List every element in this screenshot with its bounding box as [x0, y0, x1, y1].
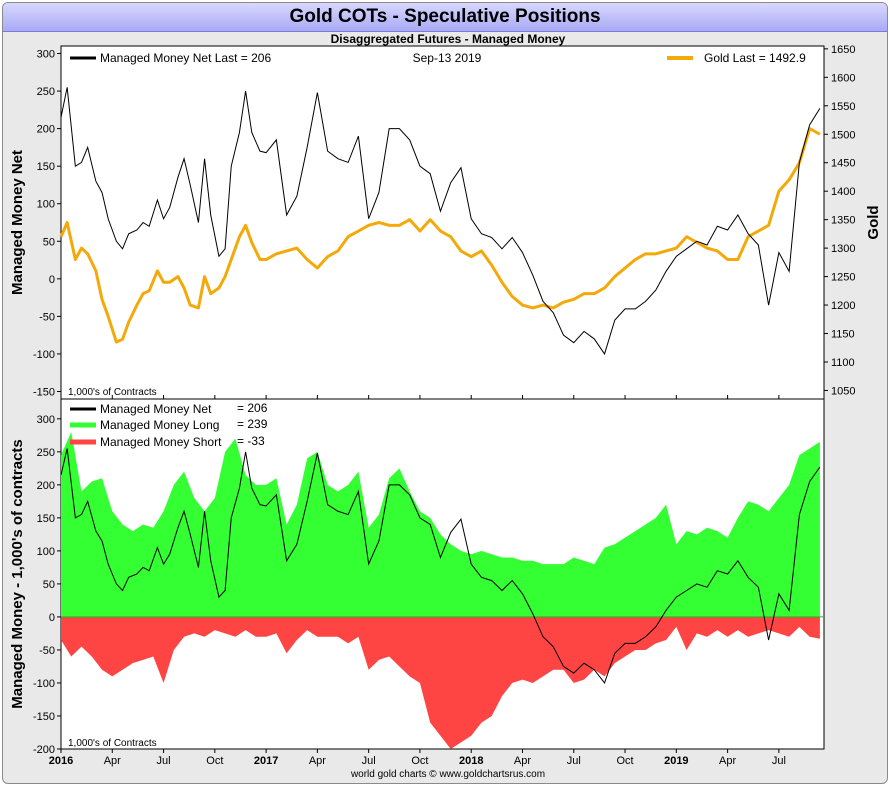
bottom-legend-value-net: = 206 [237, 401, 268, 415]
bottom-y-axis-label: Managed Money - 1,000's of contracts [9, 439, 26, 708]
bottom-y-tick-label: 100 [37, 546, 55, 558]
top-y-tick-label: 300 [37, 49, 55, 61]
top-y-tick-label: 100 [37, 199, 55, 211]
top-net-line [60, 87, 821, 356]
top-y2-tick-label: 1550 [831, 101, 855, 113]
short-area [61, 616, 820, 749]
long-area [61, 432, 820, 617]
bottom-y-tick-label: 250 [37, 447, 55, 459]
bottom-units-note: 1,000's of Contracts [68, 738, 157, 749]
x-tick-label: 2017 [254, 755, 278, 767]
bottom-y-tick-label: -50 [39, 645, 55, 657]
bottom-y-tick-label: 0 [49, 612, 55, 624]
top-y-tick-label: -150 [33, 386, 55, 398]
bottom-legend-label-short: Managed Money Short [100, 435, 222, 449]
chart-title: Gold COTs - Speculative Positions [289, 6, 601, 27]
top-y2-tick-label: 1600 [831, 72, 855, 84]
top-y2-tick-label: 1100 [831, 357, 855, 369]
top-y-axis-label: Managed Money Net [9, 150, 26, 295]
x-tick-label: Oct [206, 755, 223, 767]
top-y2-axis-label: Gold [865, 205, 882, 239]
bottom-y-tick-label: 150 [37, 513, 55, 525]
x-tick-label: 2016 [49, 755, 73, 767]
top-y-tick-label: -50 [39, 311, 55, 323]
bottom-y-tick-label: -200 [33, 744, 55, 756]
top-y2-tick-label: 1200 [831, 300, 855, 312]
top-y-tick-label: 150 [37, 161, 55, 173]
bottom-net-line [60, 448, 821, 684]
chart-subtitle: Disaggregated Futures - Managed Money [331, 32, 566, 46]
top-y-tick-label: 50 [43, 236, 55, 248]
top-y2-tick-label: 1450 [831, 158, 855, 170]
bottom-y-tick-label: 50 [43, 579, 55, 591]
top-y2-tick-label: 1400 [831, 186, 855, 198]
top-legend-gold-label: Gold Last = 1492.9 [704, 51, 806, 65]
gold-price-line [59, 127, 821, 344]
title-bar: Gold COTs - Speculative Positions [3, 3, 887, 32]
bottom-legend-value-short: = -33 [237, 434, 265, 448]
top-y2-tick-label: 1500 [831, 129, 855, 141]
date-label: Sep-13 2019 [413, 51, 482, 65]
x-tick-label: 2018 [459, 755, 483, 767]
bottom-y-tick-label: 200 [37, 480, 55, 492]
top-y-tick-label: 250 [37, 86, 55, 98]
top-legend-net-label: Managed Money Net Last = 206 [100, 51, 271, 65]
footer-credit: world gold charts © www.goldchartsrus.co… [350, 769, 545, 780]
top-plot-area [60, 45, 825, 400]
top-y2-tick-label: 1050 [831, 385, 855, 397]
top-y2-tick-label: 1350 [831, 215, 855, 227]
x-tick-label: Apr [514, 755, 531, 767]
bottom-y-tick-label: 300 [37, 414, 55, 426]
top-y-tick-label: 200 [37, 124, 55, 136]
x-tick-label: Oct [411, 755, 428, 767]
x-tick-label: 2019 [664, 755, 688, 767]
bottom-legend-label-long: Managed Money Long [100, 418, 219, 432]
bottom-legend-value-long: = 239 [237, 417, 268, 431]
x-tick-label: Jul [157, 755, 171, 767]
x-tick-label: Jul [567, 755, 581, 767]
bottom-y-tick-label: -100 [33, 678, 55, 690]
bottom-y-tick-label: -150 [33, 711, 55, 723]
top-y2-tick-label: 1650 [831, 44, 855, 56]
x-tick-label: Apr [104, 755, 121, 767]
top-y2-tick-label: 1250 [831, 272, 855, 284]
x-tick-label: Jul [772, 755, 786, 767]
top-y-tick-label: -100 [33, 349, 55, 361]
x-tick-label: Apr [309, 755, 326, 767]
x-tick-label: Jul [362, 755, 376, 767]
top-y-tick-label: 0 [49, 274, 55, 286]
top-y2-tick-label: 1150 [831, 329, 855, 341]
x-tick-label: Apr [719, 755, 736, 767]
top-units-note: 1,000's of Contracts [68, 387, 157, 398]
x-tick-label: Oct [616, 755, 633, 767]
bottom-legend-label-net: Managed Money Net [100, 402, 212, 416]
top-y2-tick-label: 1300 [831, 243, 855, 255]
